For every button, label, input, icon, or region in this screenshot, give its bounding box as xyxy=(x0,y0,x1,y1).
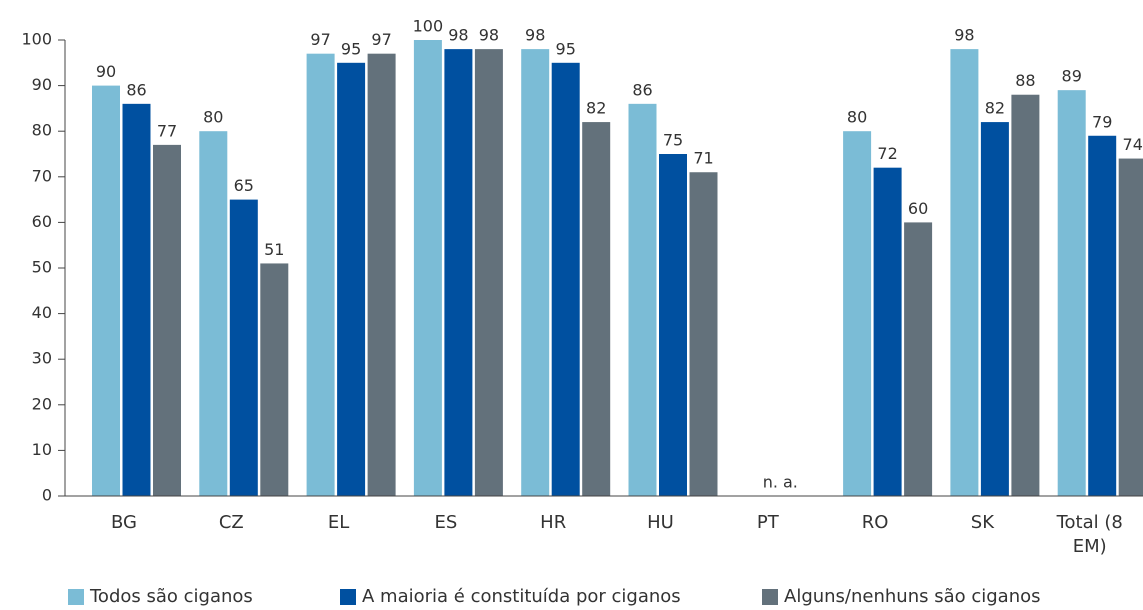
data-label: 98 xyxy=(525,26,545,45)
x-tick-label: CZ xyxy=(218,512,244,533)
bar xyxy=(1011,94,1040,496)
y-tick-label: 100 xyxy=(21,30,52,49)
legend-swatch xyxy=(68,588,84,605)
bar xyxy=(337,62,366,497)
x-tick-label: HR xyxy=(540,512,567,533)
bar xyxy=(582,122,611,496)
data-label: 86 xyxy=(126,80,146,99)
data-label: 80 xyxy=(203,108,223,127)
data-label: 80 xyxy=(847,108,867,127)
data-label: 98 xyxy=(954,26,974,45)
data-label: 60 xyxy=(908,199,928,218)
x-tick-label: BG xyxy=(111,512,137,533)
data-label: 79 xyxy=(1092,112,1112,131)
bar xyxy=(1057,90,1086,496)
y-tick-label: 90 xyxy=(32,75,52,94)
y-tick-label: 20 xyxy=(32,394,52,413)
y-tick-label: 30 xyxy=(32,349,52,368)
bar xyxy=(980,122,1009,496)
x-tick-label: SK xyxy=(970,512,994,533)
data-label: 97 xyxy=(310,30,330,49)
data-label: 98 xyxy=(448,26,468,45)
y-tick-label: 50 xyxy=(32,258,52,277)
legend-swatch xyxy=(340,588,356,605)
bar xyxy=(199,131,228,496)
y-tick-label: 0 xyxy=(42,486,52,505)
data-label: 74 xyxy=(1123,135,1143,154)
x-tick-label: ES xyxy=(434,512,458,533)
data-label: 100 xyxy=(413,17,444,36)
x-tick-label: EL xyxy=(327,512,350,533)
bar xyxy=(950,49,979,497)
data-label: 51 xyxy=(264,240,284,259)
legend-label: Todos são ciganos xyxy=(90,586,253,607)
bar xyxy=(153,144,181,496)
y-tick-label: 10 xyxy=(32,440,52,459)
bar xyxy=(628,103,657,496)
x-tick-label: HU xyxy=(647,512,674,533)
data-label: 75 xyxy=(663,131,683,150)
bar xyxy=(92,85,120,496)
bar xyxy=(521,49,550,497)
data-label: 77 xyxy=(157,121,177,140)
bar xyxy=(229,199,258,496)
legend-swatch xyxy=(762,588,778,605)
data-label: 82 xyxy=(985,99,1005,118)
data-label: 98 xyxy=(479,26,499,45)
legend-label: A maioria é constituída por ciganos xyxy=(362,586,681,607)
data-label: 71 xyxy=(693,149,713,168)
bar xyxy=(904,222,933,496)
x-tick-label: RO xyxy=(861,512,889,533)
bar xyxy=(873,167,902,496)
data-label: 89 xyxy=(1062,67,1082,86)
data-label: 72 xyxy=(877,144,897,163)
x-tick-label: Total (8 EM) xyxy=(1056,512,1123,557)
data-label: 65 xyxy=(234,176,254,195)
bar xyxy=(306,53,335,497)
bar xyxy=(689,172,718,497)
data-label: 82 xyxy=(586,99,606,118)
bar xyxy=(260,263,289,496)
y-tick-label: 40 xyxy=(32,303,52,322)
y-tick-label: 70 xyxy=(32,166,52,185)
annotation: n. a. xyxy=(763,473,798,492)
bar xyxy=(444,49,473,497)
data-label: 97 xyxy=(371,30,391,49)
bar xyxy=(367,53,396,497)
data-label: 95 xyxy=(341,39,361,58)
bar xyxy=(659,154,687,496)
bar xyxy=(1118,158,1143,496)
data-label: 95 xyxy=(556,39,576,58)
bar xyxy=(843,131,872,496)
data-label: 90 xyxy=(96,62,116,81)
y-tick-label: 80 xyxy=(32,121,52,140)
data-label: 86 xyxy=(632,80,652,99)
bar xyxy=(122,103,151,496)
y-tick-label: 60 xyxy=(32,212,52,231)
legend-item: Todos são ciganos xyxy=(68,586,253,607)
bar xyxy=(551,62,580,497)
legend-item: A maioria é constituída por ciganos xyxy=(340,586,681,607)
bar xyxy=(474,49,503,497)
data-label: 88 xyxy=(1015,71,1035,90)
x-tick-label: PT xyxy=(756,512,779,533)
bar xyxy=(1088,135,1117,496)
bar xyxy=(413,40,442,496)
legend-item: Alguns/nenhuns são ciganos xyxy=(762,586,1041,607)
legend-label: Alguns/nenhuns são ciganos xyxy=(784,586,1041,607)
